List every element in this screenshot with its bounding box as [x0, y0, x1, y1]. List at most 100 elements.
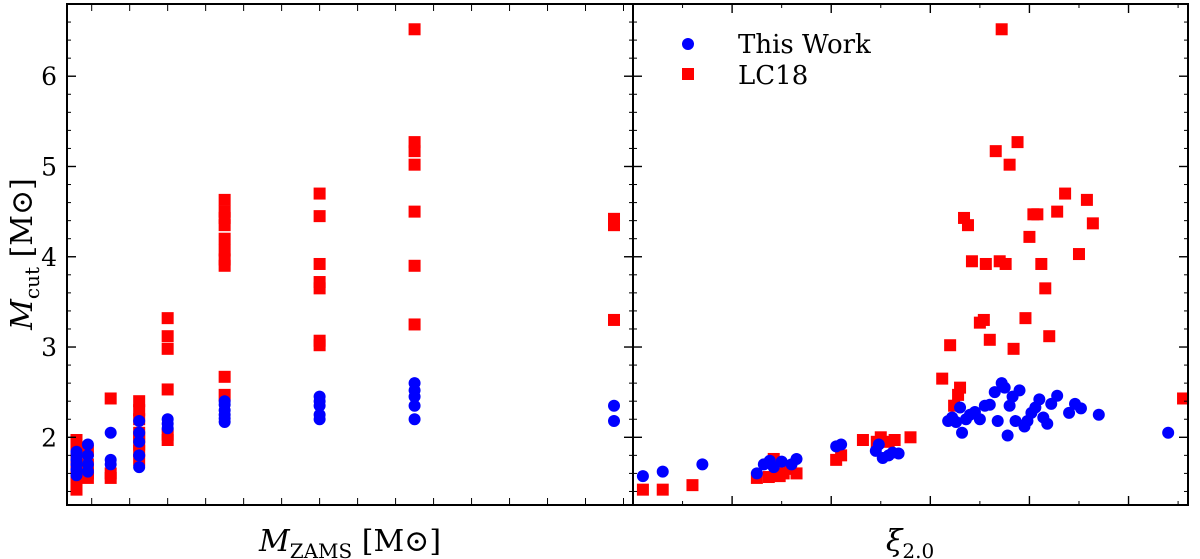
left-y-tick-label-0: 2 — [41, 423, 57, 452]
right-point-lc18-9 — [790, 467, 803, 480]
right-x-axis-label: ξ2.0 — [886, 524, 934, 559]
left-point-lc18-48 — [408, 158, 421, 171]
right-ticks — [633, 4, 1188, 505]
right-point-lc18-25 — [965, 255, 978, 268]
legend-label-lc18: LC18 — [738, 61, 808, 91]
right-point-this-work-2 — [696, 458, 709, 471]
left-point-this-work-17 — [133, 415, 146, 428]
right-point-lc18-12 — [856, 434, 869, 447]
left-point-lc18-27 — [161, 312, 174, 325]
right-point-lc18-44 — [1051, 205, 1064, 218]
right-point-this-work-33 — [1001, 429, 1014, 442]
right-point-this-work-17 — [892, 447, 905, 460]
right-point-lc18-40 — [1031, 208, 1044, 221]
left-point-this-work-15 — [133, 435, 146, 448]
right-marks — [636, 23, 1190, 496]
left-point-this-work-36 — [408, 377, 421, 390]
right-point-lc18-34 — [1003, 158, 1016, 171]
right-point-this-work-20 — [950, 415, 963, 428]
right-point-this-work-42 — [1033, 393, 1046, 406]
right-point-lc18-33 — [999, 257, 1012, 270]
left-point-this-work-9 — [81, 438, 94, 451]
right-point-this-work-44 — [1041, 417, 1054, 430]
left-point-this-work-31 — [313, 390, 326, 403]
left-point-lc18-42 — [313, 257, 326, 270]
left-point-lc18-44 — [313, 187, 326, 200]
left-y-tick-label-1: 3 — [41, 333, 57, 362]
right-point-this-work-13 — [872, 438, 885, 451]
left-point-lc18-36 — [218, 205, 231, 218]
right-panel: ξ2.0 This Work LC18 — [632, 3, 1190, 559]
left-point-lc18-50 — [408, 136, 421, 149]
left-point-lc18-24 — [161, 383, 174, 396]
left-point-lc18-29 — [218, 370, 231, 383]
left-point-this-work-38 — [608, 399, 621, 412]
right-point-this-work-11 — [835, 438, 848, 451]
left-point-lc18-46 — [408, 259, 421, 272]
left-point-lc18-39 — [313, 334, 326, 347]
right-point-this-work-28 — [983, 398, 996, 411]
right-point-lc18-19 — [944, 339, 957, 352]
left-point-lc18-6 — [70, 434, 83, 447]
right-point-lc18-30 — [989, 145, 1002, 158]
left-point-lc18-13 — [104, 392, 117, 405]
left-point-this-work-13 — [133, 461, 146, 474]
legend-label-this-work: This Work — [738, 30, 871, 60]
right-point-lc18-42 — [1039, 282, 1052, 295]
right-point-this-work-29 — [988, 386, 1001, 399]
left-ticks: 2 3 4 5 6 — [41, 4, 633, 505]
left-point-this-work-5 — [70, 445, 83, 458]
left-point-this-work-26 — [218, 395, 231, 408]
legend-marker-lc18 — [682, 68, 694, 80]
right-point-this-work-1 — [656, 465, 669, 478]
left-point-lc18-21 — [133, 395, 146, 408]
left-point-lc18-45 — [408, 318, 421, 331]
right-point-this-work-26 — [973, 413, 986, 426]
right-point-lc18-48 — [1086, 217, 1099, 230]
right-point-lc18-35 — [1007, 342, 1020, 355]
right-point-lc18-29 — [983, 333, 996, 346]
right-point-lc18-4 — [762, 471, 775, 484]
right-point-lc18-27 — [977, 313, 990, 326]
left-y-axis-label: Mcut [M⊙] — [5, 178, 44, 331]
right-point-lc18-38 — [1023, 230, 1036, 243]
right-point-this-work-49 — [1074, 402, 1087, 415]
legend-marker-this-work — [682, 38, 694, 50]
right-point-lc18-37 — [1019, 312, 1032, 325]
left-point-lc18-26 — [161, 330, 174, 343]
left-point-lc18-20 — [133, 404, 146, 417]
right-point-this-work-36 — [1009, 415, 1022, 428]
right-point-lc18-1 — [656, 483, 669, 496]
left-point-lc18-47 — [408, 205, 421, 218]
right-point-this-work-3 — [750, 467, 763, 480]
right-point-lc18-17 — [904, 431, 917, 444]
left-point-lc18-43 — [313, 210, 326, 223]
right-point-lc18-43 — [1043, 330, 1056, 343]
left-point-this-work-11 — [104, 453, 117, 466]
right-point-this-work-46 — [1051, 389, 1064, 402]
right-point-lc18-46 — [1072, 248, 1085, 261]
left-x-axis-label: MZAMS [M⊙] — [258, 524, 441, 559]
right-point-this-work-0 — [636, 470, 649, 483]
left-point-lc18-33 — [218, 232, 231, 245]
left-axes-frame — [66, 3, 634, 506]
right-point-lc18-24 — [961, 219, 974, 232]
left-point-this-work-12 — [104, 426, 117, 439]
right-point-lc18-2 — [686, 479, 699, 492]
right-point-this-work-32 — [998, 381, 1011, 394]
right-point-this-work-22 — [956, 426, 969, 439]
right-point-this-work-9 — [790, 452, 803, 465]
left-point-lc18-41 — [313, 276, 326, 289]
right-point-lc18-45 — [1059, 187, 1072, 200]
left-point-this-work-28 — [313, 408, 326, 421]
left-point-lc18-32 — [218, 244, 231, 257]
left-panel: 2 3 4 5 6 MZAMS [M⊙] Mcut [M⊙] — [5, 3, 634, 559]
right-point-this-work-34 — [1003, 399, 1016, 412]
left-point-this-work-8 — [81, 449, 94, 462]
left-point-lc18-49 — [408, 145, 421, 158]
right-point-this-work-30 — [991, 415, 1004, 428]
right-point-lc18-0 — [636, 483, 649, 496]
left-point-this-work-14 — [133, 449, 146, 462]
left-point-this-work-37 — [608, 415, 621, 428]
